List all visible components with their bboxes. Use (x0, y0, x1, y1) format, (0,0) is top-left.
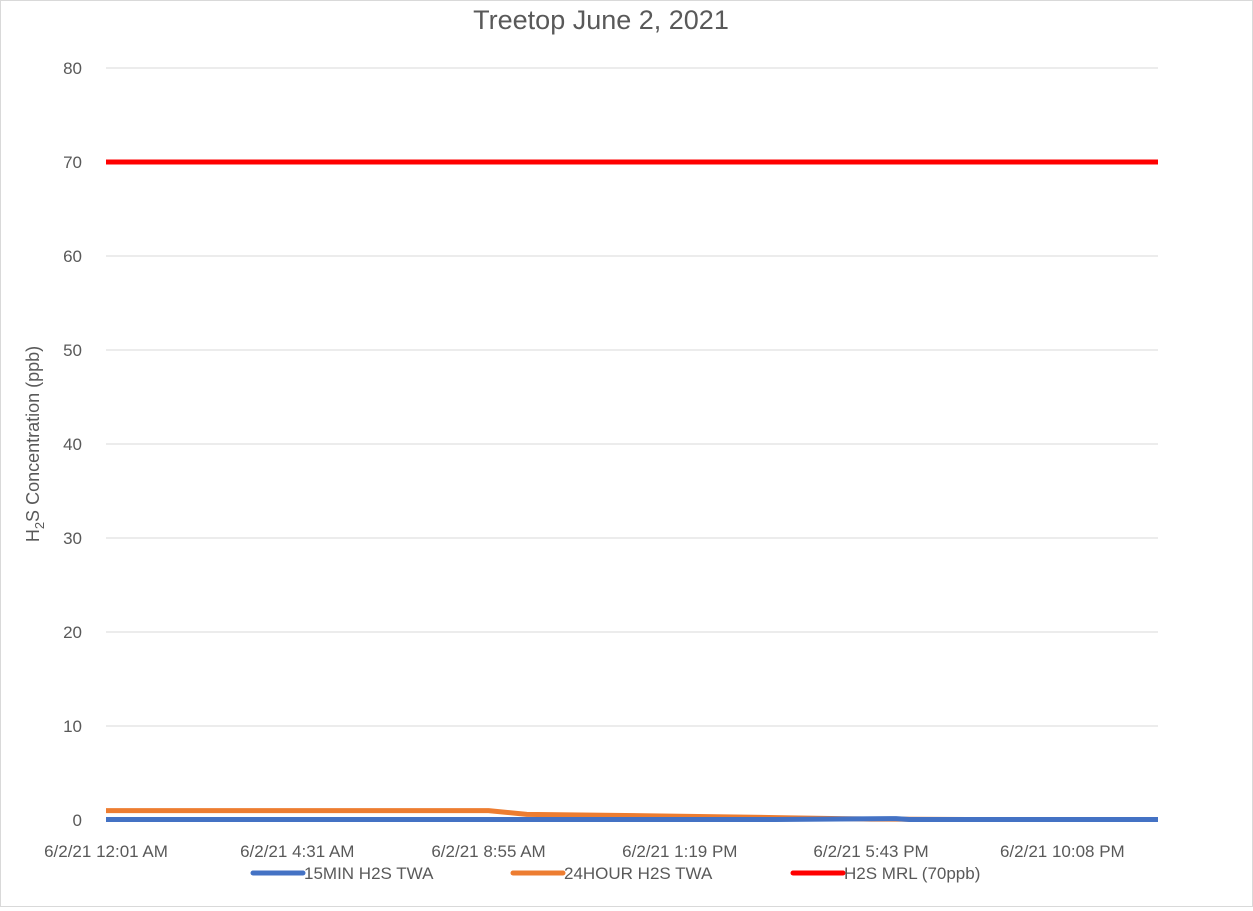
legend: 15MIN H2S TWA 24HOUR H2S TWA H2S MRL (70… (250, 864, 980, 883)
y-axis-title-prefix: H (23, 529, 43, 542)
y-axis-title-subscript: 2 (32, 522, 47, 529)
x-axis-ticks: 6/2/21 12:01 AM 6/2/21 4:31 AM 6/2/21 8:55… (44, 842, 1125, 861)
series-line-15min-h2s-twa (106, 816, 1158, 822)
y-tick-label: 70 (63, 153, 82, 172)
y-tick-label: 80 (63, 59, 82, 78)
y-axis-title-suffix: S Concentration (ppb) (23, 346, 43, 522)
gridlines (106, 67, 1158, 821)
y-tick-label: 10 (63, 717, 82, 736)
x-tick-label: 6/2/21 12:01 AM (44, 842, 168, 861)
y-tick-label: 30 (63, 529, 82, 548)
series-lines (106, 159, 1158, 822)
x-tick-label: 6/2/21 5:43 PM (813, 842, 928, 861)
y-axis-ticks: 0 10 20 30 40 50 60 70 80 (63, 59, 82, 830)
x-tick-label: 6/2/21 10:08 PM (1000, 842, 1125, 861)
x-tick-label: 6/2/21 8:55 AM (431, 842, 545, 861)
legend-label-15min: 15MIN H2S TWA (304, 864, 434, 883)
x-tick-label: 6/2/21 4:31 AM (240, 842, 354, 861)
y-tick-label: 0 (73, 811, 82, 830)
y-tick-label: 50 (63, 341, 82, 360)
y-tick-label: 60 (63, 247, 82, 266)
x-tick-label: 6/2/21 1:19 PM (622, 842, 737, 861)
y-tick-label: 20 (63, 623, 82, 642)
chart-title: Treetop June 2, 2021 (473, 5, 729, 35)
legend-label-mrl: H2S MRL (70ppb) (844, 864, 980, 883)
y-axis-title: H2S Concentration (ppb) (23, 346, 47, 542)
y-tick-label: 40 (63, 435, 82, 454)
legend-label-24hour: 24HOUR H2S TWA (564, 864, 713, 883)
